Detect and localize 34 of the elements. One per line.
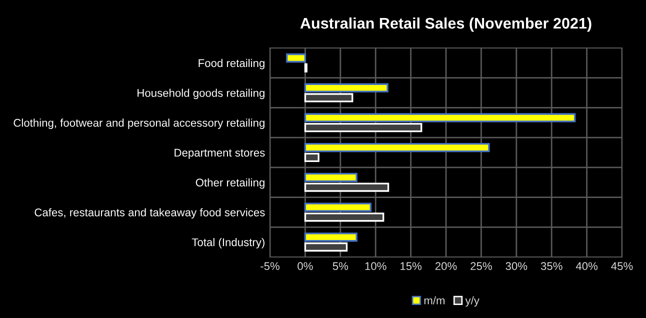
bar <box>304 152 320 162</box>
bar <box>304 143 490 152</box>
bar <box>304 93 354 102</box>
bar <box>304 182 390 192</box>
bar <box>304 172 358 182</box>
x-tick-label: 15% <box>400 262 422 270</box>
x-tick-label: 20% <box>435 262 457 270</box>
chart-title: Australian Retail Sales (November 2021) <box>300 17 592 32</box>
y-tick-label: Cafes, restaurants and takeaway food services <box>34 208 265 219</box>
x-tick-label: -5% <box>260 262 280 270</box>
bar <box>304 242 348 252</box>
bar <box>304 113 576 122</box>
y-tick-label: Clothing, footwear and personal accessory retailing <box>14 118 264 129</box>
bar <box>304 123 422 132</box>
legend-label: m/m <box>424 296 445 304</box>
y-tick-label: Household goods retailing <box>138 88 264 100</box>
y-tick-label: Other retailing <box>196 178 264 189</box>
y-tick-label: Total (Industry) <box>192 238 264 248</box>
x-tick-label: 40% <box>576 262 598 270</box>
legend-label: y/y <box>465 296 480 307</box>
x-tick-label: 45% <box>611 262 633 270</box>
bar <box>304 212 384 222</box>
x-tick-label: 25% <box>470 262 492 270</box>
y-tick-label: Department stores <box>174 148 265 159</box>
x-tick-label: 0% <box>298 262 313 270</box>
bar <box>304 83 388 92</box>
x-tick-label: 35% <box>540 262 562 270</box>
bar <box>304 232 358 242</box>
bar <box>286 53 306 63</box>
y-tick-label: Food retailing <box>198 58 264 70</box>
x-tick-label: 5% <box>332 262 348 270</box>
bar <box>304 202 372 212</box>
x-tick-label: 30% <box>506 262 528 270</box>
x-tick-label: 10% <box>365 262 386 270</box>
